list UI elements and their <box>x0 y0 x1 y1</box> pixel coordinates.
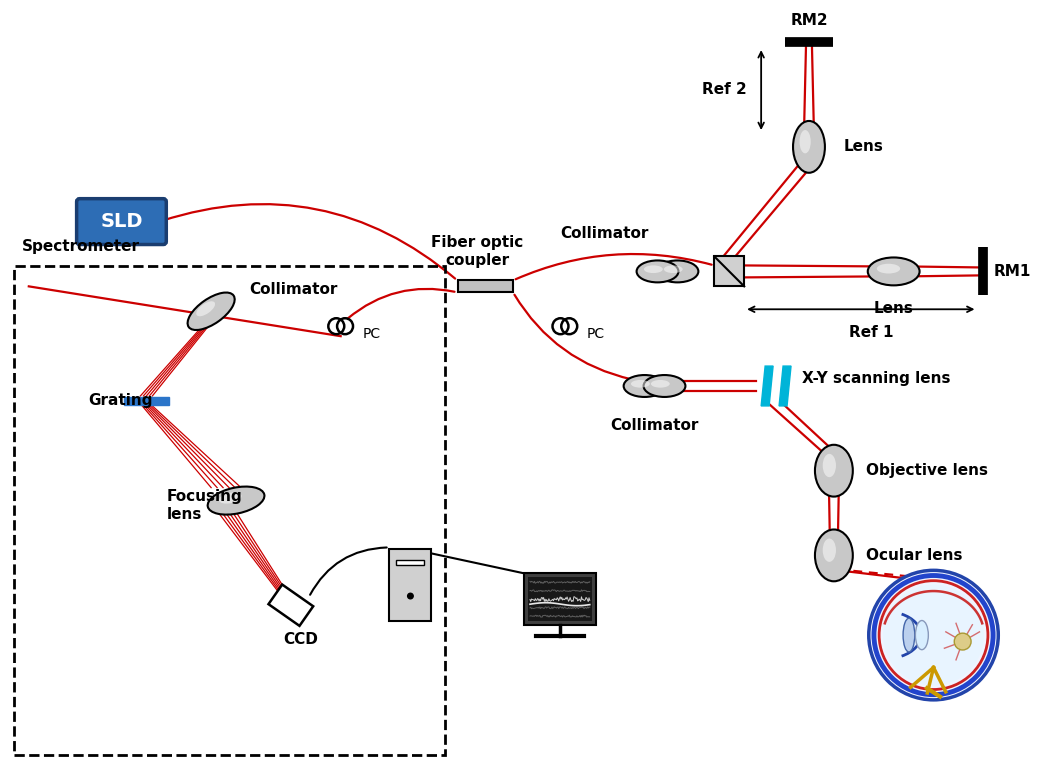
Text: RM2: RM2 <box>791 13 827 29</box>
Bar <box>458 281 512 292</box>
Ellipse shape <box>867 258 920 285</box>
Bar <box>397 561 423 565</box>
Ellipse shape <box>815 445 853 497</box>
Polygon shape <box>761 366 773 406</box>
Ellipse shape <box>656 261 698 282</box>
Text: Ocular lens: Ocular lens <box>866 548 962 563</box>
Text: Fiber optic
coupler: Fiber optic coupler <box>432 234 523 268</box>
Text: RM1: RM1 <box>993 264 1031 279</box>
Ellipse shape <box>823 454 836 477</box>
Ellipse shape <box>877 264 900 274</box>
Text: Collimator: Collimator <box>561 226 649 241</box>
Ellipse shape <box>664 265 682 273</box>
Bar <box>124 397 169 405</box>
Ellipse shape <box>815 530 853 581</box>
Ellipse shape <box>793 121 825 173</box>
Bar <box>714 257 744 286</box>
Ellipse shape <box>208 487 265 514</box>
Text: Collimator: Collimator <box>249 282 337 297</box>
Text: SLD: SLD <box>100 212 143 231</box>
Text: Lens: Lens <box>874 301 914 316</box>
Circle shape <box>407 593 414 599</box>
Text: Ref 2: Ref 2 <box>701 82 747 97</box>
Ellipse shape <box>188 292 235 330</box>
Ellipse shape <box>631 380 650 388</box>
Ellipse shape <box>624 375 666 397</box>
Ellipse shape <box>218 493 242 503</box>
Bar <box>390 550 432 621</box>
Circle shape <box>868 571 999 700</box>
Text: Grating: Grating <box>88 393 153 409</box>
Text: PC: PC <box>587 327 605 342</box>
Text: Collimator: Collimator <box>610 418 698 433</box>
Ellipse shape <box>903 618 915 652</box>
Text: PC: PC <box>362 327 381 342</box>
Ellipse shape <box>651 380 670 388</box>
Text: Lens: Lens <box>844 140 884 154</box>
Ellipse shape <box>196 301 215 316</box>
Ellipse shape <box>644 375 686 397</box>
Bar <box>269 584 313 626</box>
Text: Objective lens: Objective lens <box>866 463 988 478</box>
Ellipse shape <box>644 265 663 273</box>
Circle shape <box>883 584 984 685</box>
Text: Spectrometer: Spectrometer <box>22 239 140 254</box>
Ellipse shape <box>799 130 811 153</box>
Ellipse shape <box>916 621 928 650</box>
Text: Ref 1: Ref 1 <box>849 325 894 340</box>
Bar <box>524 574 595 625</box>
Text: CCD: CCD <box>284 632 318 647</box>
Text: X-Y scanning lens: X-Y scanning lens <box>802 371 950 386</box>
Bar <box>14 267 445 755</box>
Text: Focusing
lens: Focusing lens <box>166 489 243 523</box>
Ellipse shape <box>823 539 836 562</box>
FancyBboxPatch shape <box>77 199 166 244</box>
Ellipse shape <box>636 261 678 282</box>
Polygon shape <box>779 366 791 406</box>
Bar <box>528 577 592 621</box>
Circle shape <box>954 633 971 650</box>
